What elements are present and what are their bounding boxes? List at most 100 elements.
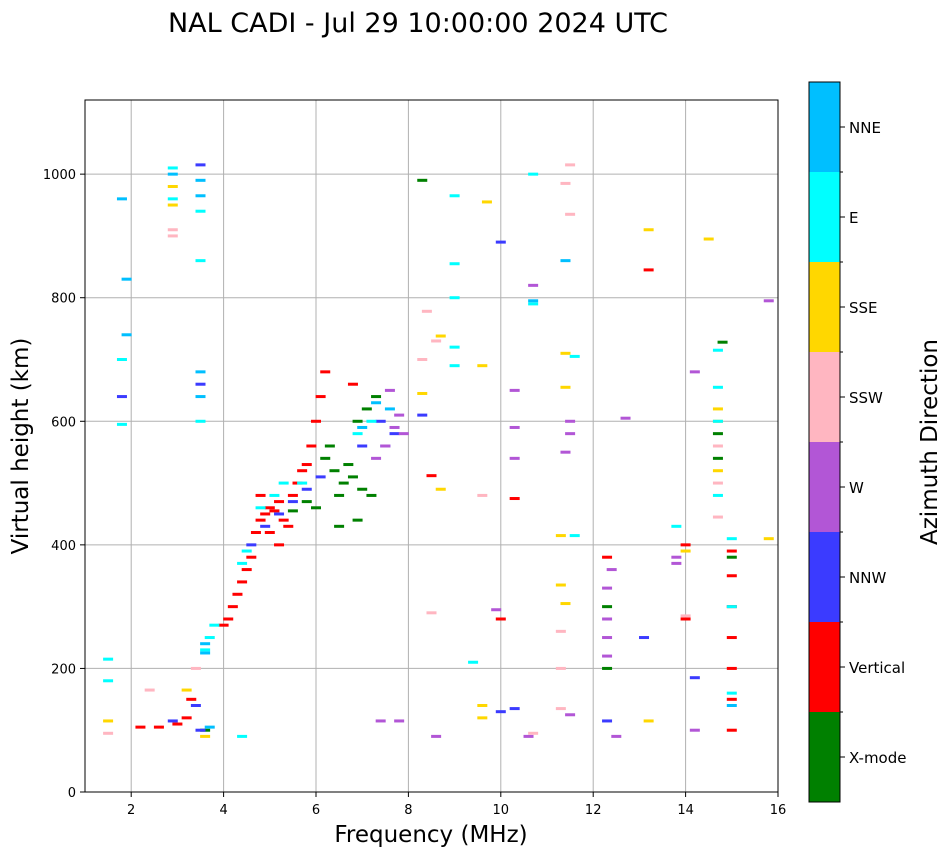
data-point-vertical (260, 512, 271, 516)
data-point-e (195, 259, 206, 263)
data-point-ssw (477, 493, 488, 497)
data-point-ssw (167, 228, 178, 232)
data-point-x-mode (352, 419, 363, 423)
data-point-sse (477, 364, 488, 368)
data-point-e (449, 345, 460, 349)
data-point-sse (560, 602, 571, 606)
colorbar-tick-label: W (849, 479, 864, 497)
data-point-sse (560, 351, 571, 355)
data-point-vertical (283, 524, 294, 528)
data-point-sse (560, 385, 571, 389)
data-point-e (569, 354, 580, 358)
data-point-ssw (167, 234, 178, 238)
data-point-e (366, 419, 377, 423)
data-point-x-mode (334, 524, 345, 528)
data-point-w (523, 734, 534, 738)
data-point-w (689, 728, 700, 732)
data-point-ssw (528, 731, 539, 735)
data-point-sse (167, 203, 178, 207)
data-point-e (200, 648, 211, 652)
data-point-sse (555, 583, 566, 587)
data-point-ssw (565, 163, 576, 167)
data-point-w (375, 719, 386, 723)
data-point-w (565, 713, 576, 717)
data-point-vertical (264, 506, 275, 510)
data-point-ssw (555, 666, 566, 670)
data-point-vertical (297, 469, 308, 473)
data-point-nnw (167, 719, 178, 723)
data-point-e (103, 657, 114, 661)
data-point-vertical (246, 555, 257, 559)
colorbar-tick-label: Vertical (849, 659, 905, 677)
colorbar-tick-label: E (849, 209, 858, 227)
data-point-sse (435, 487, 446, 491)
data-point-x-mode (320, 456, 331, 460)
data-point-e (195, 419, 206, 423)
colorbar-tick-label: NNE (849, 119, 881, 137)
data-point-nne (200, 651, 211, 655)
data-point-x-mode (329, 469, 340, 473)
data-point-vertical (726, 574, 737, 578)
x-tick-label: 14 (677, 803, 694, 818)
x-tick-label: 10 (493, 803, 510, 818)
data-point-nne (195, 178, 206, 182)
data-point-e (167, 197, 178, 201)
data-point-e (297, 481, 308, 485)
data-point-vertical (269, 509, 280, 513)
data-point-nne (116, 197, 127, 201)
data-point-w (602, 654, 613, 658)
colorbar-tick-label: X-mode (849, 749, 906, 767)
data-point-vertical (311, 419, 321, 423)
data-point-vertical (306, 444, 317, 448)
data-point-w (620, 416, 631, 420)
colorbar-swatch-ssw (809, 352, 840, 442)
data-point-vertical (643, 268, 654, 272)
data-point-e (726, 537, 737, 541)
data-point-e (255, 506, 266, 510)
data-point-w (606, 568, 617, 572)
data-point-nnw (375, 419, 386, 423)
data-point-x-mode (347, 475, 358, 479)
colorbar-swatch-sse (809, 262, 840, 352)
data-point-e (468, 660, 479, 664)
data-point-nne (384, 407, 395, 411)
data-point-e (103, 679, 114, 683)
data-point-nnw (602, 719, 613, 723)
data-point-e (352, 432, 363, 436)
data-point-w (380, 444, 391, 448)
data-point-nnw (495, 710, 506, 714)
data-point-sse (167, 185, 178, 188)
data-point-nnw (639, 636, 650, 640)
data-point-w (509, 388, 520, 392)
data-point-e (712, 385, 723, 389)
data-point-x-mode (352, 518, 363, 522)
data-point-ssw (712, 481, 723, 485)
data-point-e (726, 691, 737, 695)
data-point-x-mode (334, 493, 345, 497)
data-point-nnw (315, 475, 326, 479)
y-tick-label: 400 (51, 539, 76, 554)
x-tick-label: 16 (770, 803, 787, 818)
data-point-w (431, 734, 442, 738)
data-point-e (209, 623, 220, 627)
y-axis-label: Virtual height (km) (8, 338, 34, 555)
data-point-sse (763, 537, 774, 541)
data-point-ssw (680, 614, 691, 618)
y-tick-label: 0 (68, 786, 76, 801)
data-point-ssw (190, 666, 201, 670)
colorbar-swatch-nne (809, 82, 840, 172)
data-point-x-mode (357, 487, 368, 491)
data-point-vertical (186, 697, 197, 701)
data-point-vertical (287, 493, 298, 497)
data-point-vertical (227, 605, 238, 609)
data-point-w (671, 555, 682, 559)
data-point-ssw (712, 444, 723, 448)
x-axis-label: Frequency (MHz) (334, 822, 527, 848)
data-point-nnw (246, 543, 257, 547)
data-point-x-mode (361, 407, 372, 411)
data-point-w (528, 283, 539, 287)
data-point-w (384, 388, 395, 392)
data-point-ssw (426, 611, 437, 615)
